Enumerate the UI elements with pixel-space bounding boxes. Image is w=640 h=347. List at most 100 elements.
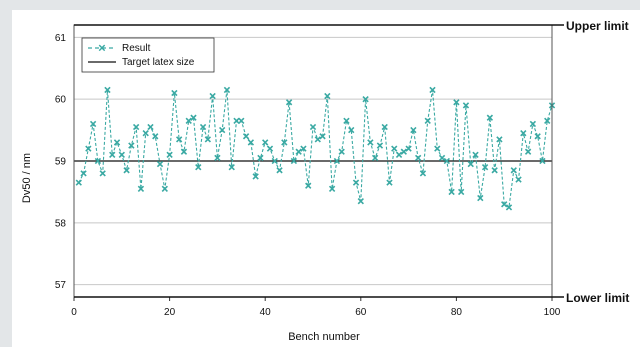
result-marker-stroke	[290, 157, 298, 165]
result-point	[438, 154, 446, 162]
result-point	[242, 133, 250, 140]
result-marker-stroke	[180, 148, 188, 155]
result-marker-stroke	[99, 170, 106, 177]
result-point	[338, 148, 345, 155]
result-marker-stroke	[534, 133, 541, 140]
legend-box	[81, 37, 215, 73]
result-marker-stroke	[262, 139, 269, 146]
result-marker-stroke	[386, 179, 393, 186]
result-marker-stroke	[343, 117, 350, 124]
x-axis-title: Bench number	[288, 331, 360, 343]
line-chart: 57 58 59 60 61 0 20 40 60 80 100 ✕ Result Target l…	[21, 19, 629, 343]
result-marker-stroke	[400, 148, 407, 155]
result-marker-stroke	[395, 151, 403, 158]
result-point	[199, 123, 207, 131]
result-marker-stroke	[132, 123, 140, 131]
result-marker-stroke	[104, 86, 111, 94]
result-point	[156, 160, 164, 168]
result-marker-stroke	[338, 148, 345, 155]
chart-card: 57 58 59 60 61 0 20 40 60 80 100 ✕ Result Target l…	[12, 10, 640, 347]
result-marker-stroke	[75, 179, 82, 186]
result-point	[281, 139, 288, 146]
result-marker-stroke	[410, 126, 417, 134]
y-tick-label: 59	[55, 157, 67, 168]
result-marker-stroke	[266, 145, 274, 152]
result-marker-stroke	[257, 154, 264, 162]
result-marker-stroke	[276, 167, 283, 174]
result-marker-stroke	[434, 145, 441, 152]
result-point	[309, 123, 317, 131]
result-point	[381, 123, 388, 131]
result-marker-stroke	[94, 157, 102, 165]
result-point	[443, 157, 451, 165]
result-point	[520, 130, 527, 137]
result-point	[319, 133, 326, 140]
result-point	[362, 96, 369, 103]
result-point	[214, 154, 221, 162]
result-marker-stroke	[152, 133, 159, 140]
result-marker-stroke	[175, 136, 183, 143]
series-layer	[74, 86, 556, 211]
result-point	[204, 136, 212, 143]
result-point	[238, 117, 245, 124]
result-marker-stroke	[477, 194, 484, 202]
result-marker-stroke	[357, 198, 364, 205]
result-marker-stroke	[166, 151, 173, 158]
result-point	[333, 157, 341, 165]
result-point	[99, 170, 106, 177]
result-marker-stroke	[443, 157, 451, 165]
result-point	[142, 130, 149, 137]
result-point	[75, 179, 82, 186]
result-marker-stroke	[118, 151, 125, 158]
result-marker-stroke	[324, 92, 331, 100]
result-point	[410, 126, 417, 134]
result-marker-stroke	[352, 179, 360, 186]
result-point	[113, 139, 121, 146]
result-marker-stroke	[529, 120, 537, 128]
result-marker-stroke	[472, 151, 479, 158]
result-marker-stroke	[515, 176, 522, 183]
x-tick-label: 80	[451, 307, 463, 318]
result-point	[271, 157, 278, 165]
legend: ✕ Result Target latex size	[81, 37, 215, 73]
result-point	[496, 136, 503, 143]
result-marker-stroke	[242, 133, 250, 140]
result-marker-stroke	[252, 173, 259, 180]
result-marker-stroke	[128, 142, 135, 149]
result-point	[367, 139, 374, 146]
result-point	[429, 86, 436, 94]
result-marker-stroke	[367, 139, 374, 146]
result-point	[414, 154, 422, 162]
result-marker-stroke	[238, 117, 245, 124]
result-marker-stroke	[214, 154, 221, 162]
result-marker-stroke	[510, 167, 517, 174]
result-marker-stroke	[414, 154, 422, 162]
result-marker-stroke	[123, 167, 130, 174]
result-point	[171, 89, 178, 97]
y-tick-label: 58	[55, 218, 67, 229]
result-point	[453, 99, 460, 106]
result-point	[300, 145, 307, 152]
result-point	[104, 86, 111, 94]
x-tick-label: 100	[544, 307, 561, 318]
result-point	[524, 148, 532, 155]
result-marker-stroke	[314, 136, 321, 143]
result-point	[185, 117, 192, 124]
x-tick-label: 20	[164, 307, 176, 318]
result-marker-stroke	[80, 170, 87, 177]
result-point	[276, 167, 283, 174]
result-marker-stroke	[281, 139, 288, 146]
result-point	[209, 92, 216, 100]
result-marker-stroke	[204, 136, 212, 143]
result-point	[109, 151, 116, 158]
result-marker-stroke	[491, 167, 498, 174]
result-point	[175, 136, 183, 143]
result-marker-stroke	[142, 130, 149, 137]
result-marker-stroke	[544, 117, 551, 124]
result-point	[481, 164, 489, 171]
result-marker-stroke	[185, 117, 192, 124]
x-tick-label: 0	[71, 307, 77, 318]
result-point	[233, 117, 240, 124]
result-point	[166, 151, 173, 158]
result-point	[400, 148, 407, 155]
